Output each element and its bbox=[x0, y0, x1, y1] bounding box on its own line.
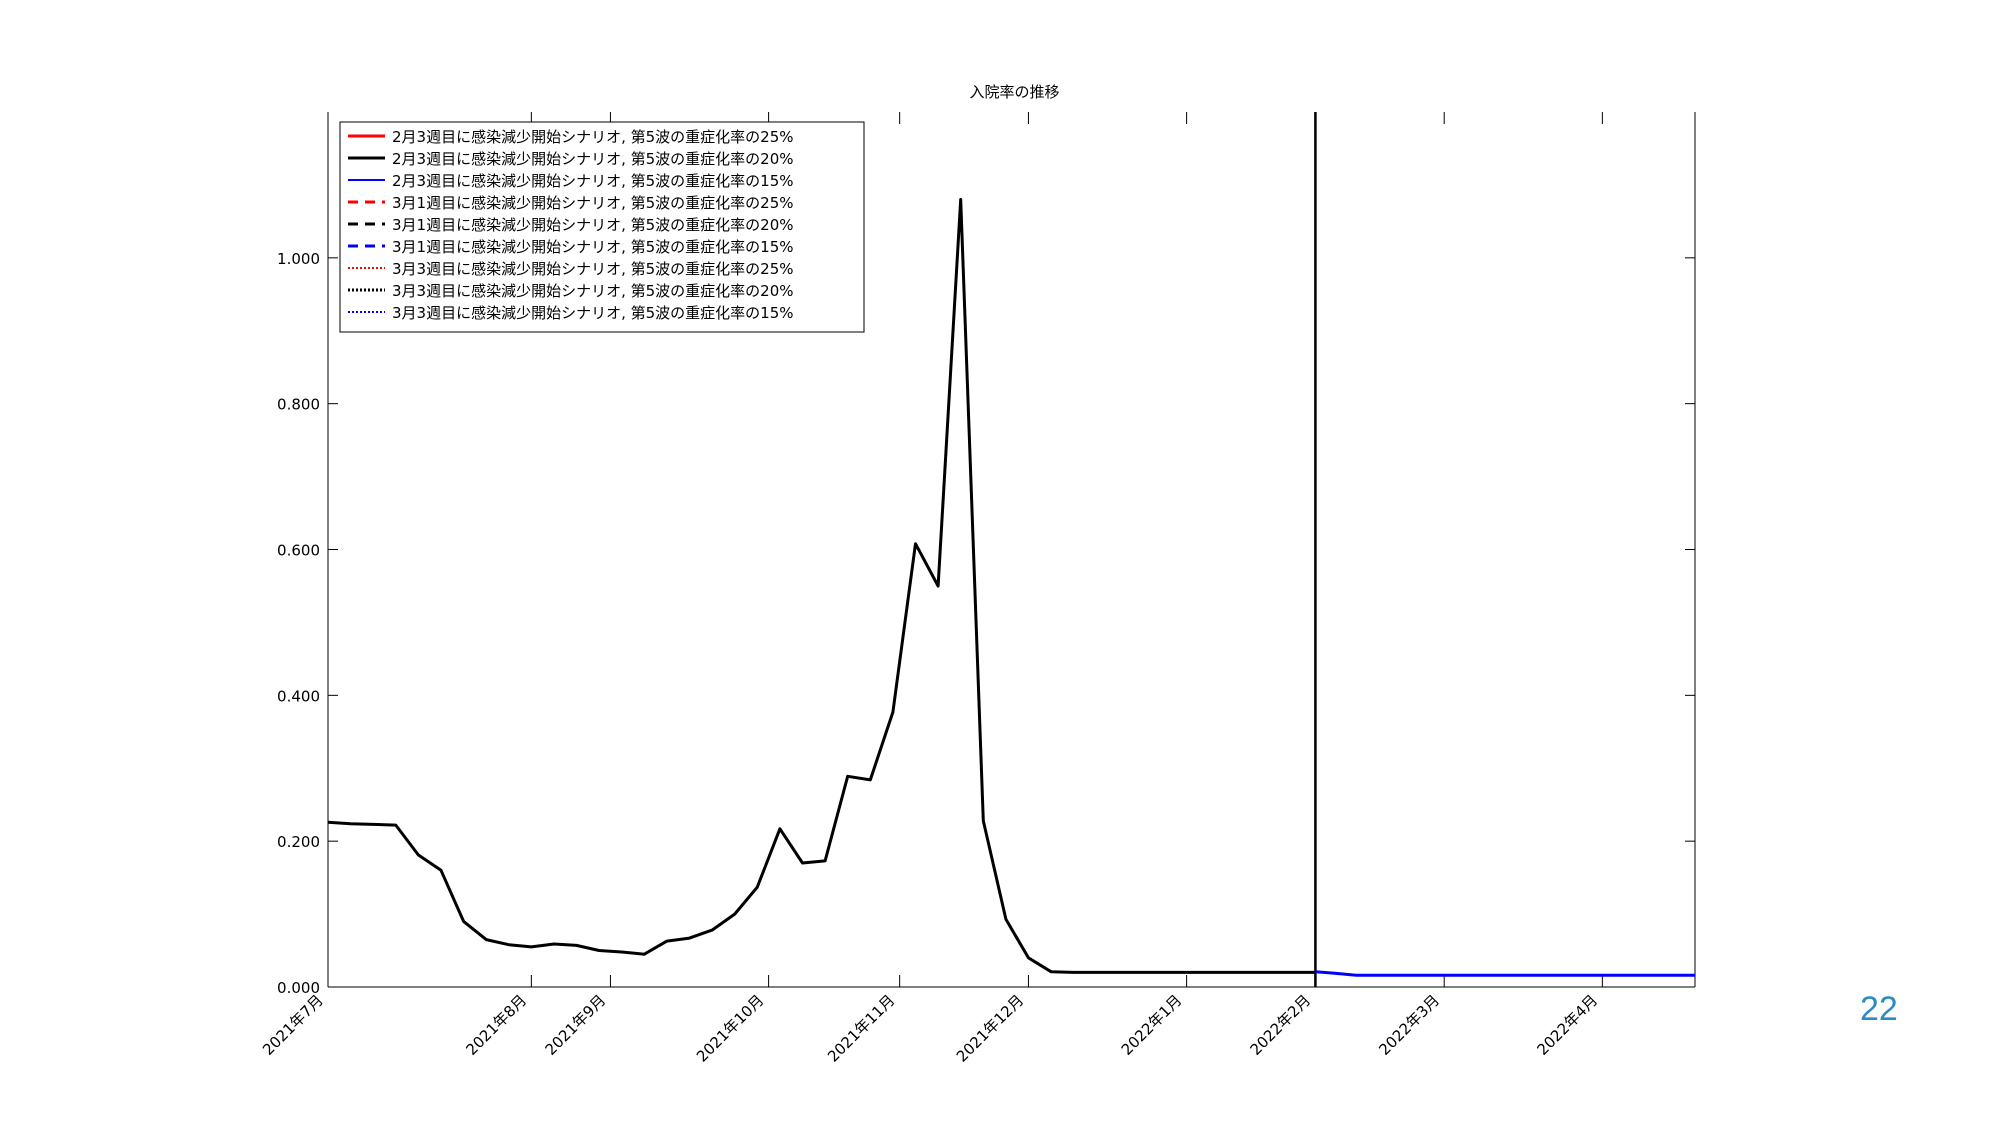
x-tick-label: 2021年7月 bbox=[259, 991, 327, 1059]
x-tick-label: 2021年9月 bbox=[542, 991, 610, 1059]
y-tick-label: 0.200 bbox=[277, 833, 320, 851]
chart-title: 入院率の推移 bbox=[969, 83, 1059, 101]
x-tick-label: 2022年3月 bbox=[1375, 991, 1443, 1059]
x-tick-label: 2021年8月 bbox=[463, 991, 531, 1059]
y-tick-label: 0.000 bbox=[277, 979, 320, 997]
legend-label: 3月1週目に感染減少開始シナリオ, 第5波の重症化率の25% bbox=[392, 194, 794, 212]
y-tick-label: 0.600 bbox=[277, 542, 320, 560]
legend-box bbox=[339, 121, 865, 333]
x-tick-label: 2022年1月 bbox=[1118, 991, 1186, 1059]
x-tick-label: 2022年2月 bbox=[1247, 991, 1315, 1059]
y-tick-label: 0.800 bbox=[277, 396, 320, 414]
legend-label: 3月3週目に感染減少開始シナリオ, 第5波の重症化率の15% bbox=[392, 304, 794, 322]
legend-label: 3月3週目に感染減少開始シナリオ, 第5波の重症化率の20% bbox=[392, 282, 794, 300]
legend-label: 2月3週目に感染減少開始シナリオ, 第5波の重症化率の15% bbox=[392, 172, 794, 190]
x-tick-label: 2022年4月 bbox=[1534, 991, 1602, 1059]
y-tick-label: 0.400 bbox=[277, 687, 320, 705]
legend-label: 3月1週目に感染減少開始シナリオ, 第5波の重症化率の15% bbox=[392, 238, 794, 256]
legend-label: 3月3週目に感染減少開始シナリオ, 第5波の重症化率の25% bbox=[392, 260, 794, 278]
x-tick-label: 2021年11月 bbox=[824, 991, 898, 1065]
x-tick-label: 2021年12月 bbox=[953, 991, 1027, 1065]
observed-line bbox=[327, 198, 1316, 974]
page-number: 22 bbox=[1860, 990, 1898, 1028]
x-tick-label: 2021年10月 bbox=[693, 991, 767, 1065]
legend: 2月3週目に感染減少開始シナリオ, 第5波の重症化率の25% 2月3週目に感染減少… bbox=[339, 121, 865, 333]
legend-label: 2月3週目に感染減少開始シナリオ, 第5波の重症化率の20% bbox=[392, 150, 794, 168]
projection-line bbox=[1315, 970, 1695, 977]
legend-label: 3月1週目に感染減少開始シナリオ, 第5波の重症化率の20% bbox=[392, 216, 794, 234]
y-tick-label: 1.000 bbox=[277, 250, 320, 268]
legend-label: 2月3週目に感染減少開始シナリオ, 第5波の重症化率の25% bbox=[392, 128, 794, 146]
